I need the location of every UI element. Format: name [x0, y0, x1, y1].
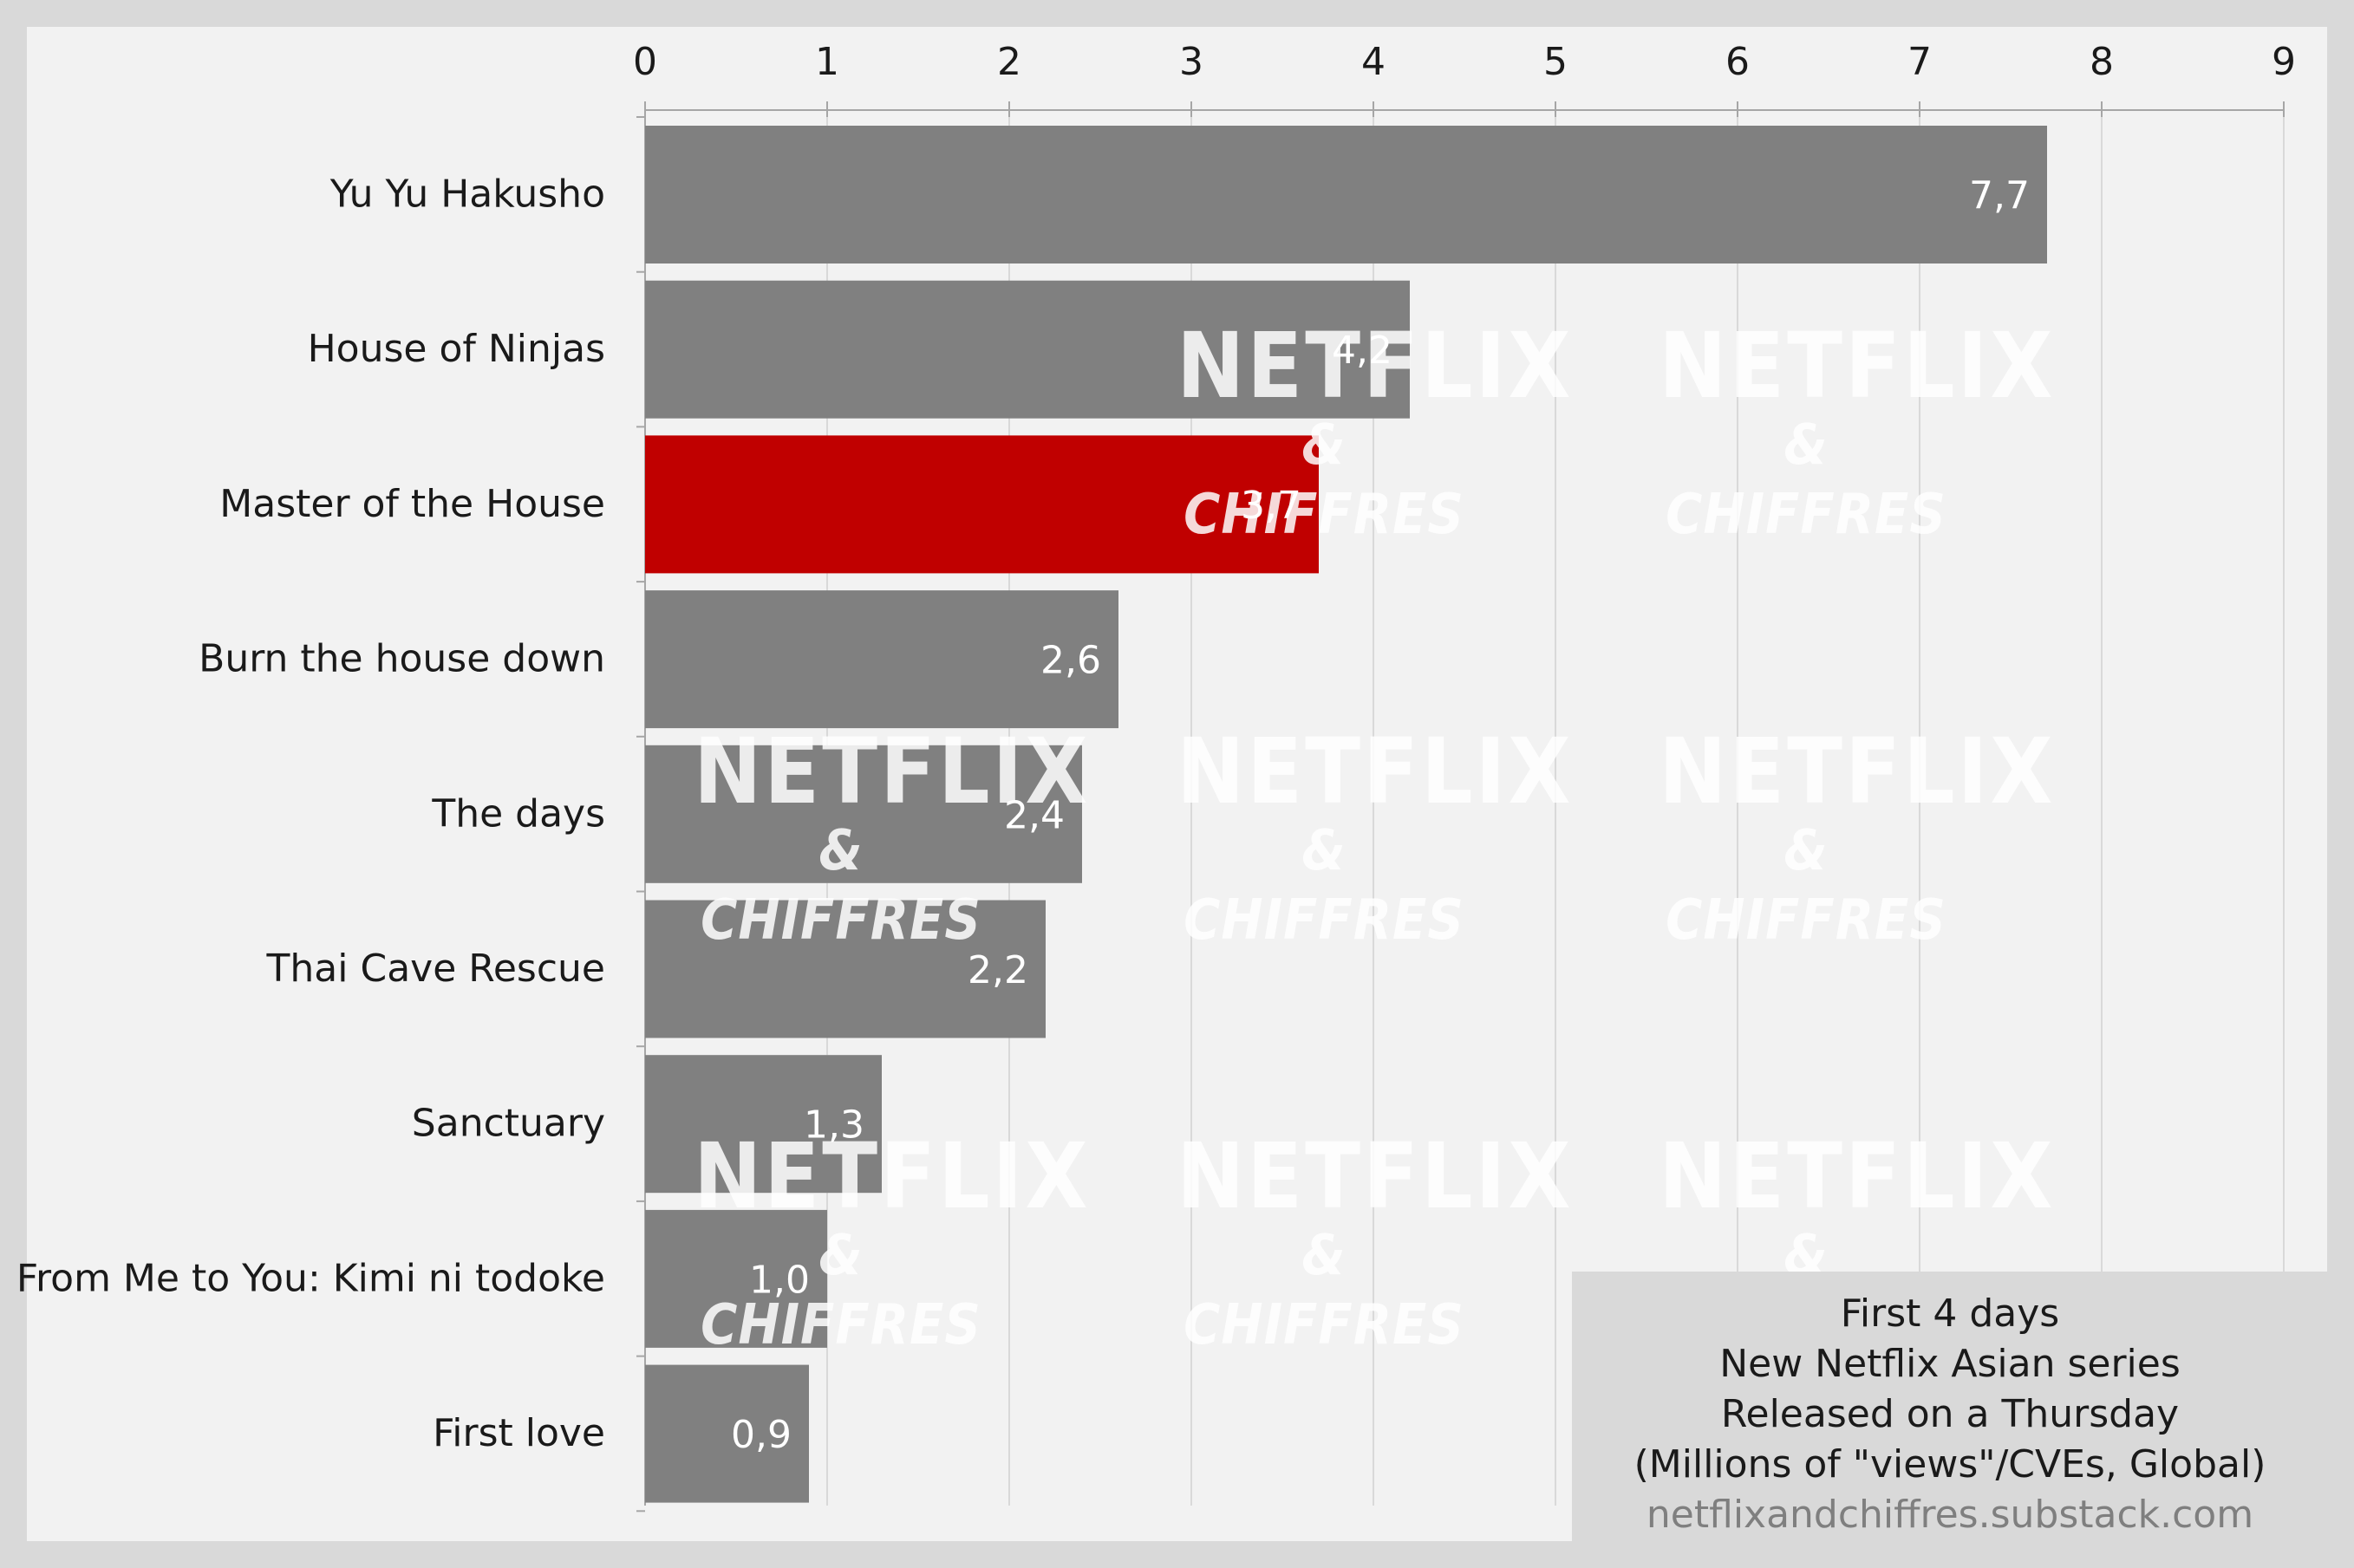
bar	[645, 1209, 827, 1348]
watermark-line-1: NETFLIX	[694, 719, 1091, 824]
watermark-logo: NETFLIX& CHIFFRES	[1659, 313, 2056, 550]
bar-value-label: 1,0	[749, 1258, 810, 1302]
bar	[645, 126, 2047, 264]
bar	[645, 280, 1410, 419]
x-tick-label: 4	[1361, 40, 1386, 84]
watermark-line-1: NETFLIX	[694, 1123, 1091, 1229]
category-label: The days	[431, 791, 605, 836]
bar-value-label: 2,2	[968, 948, 1028, 992]
watermark-line-1: NETFLIX	[1177, 313, 1574, 419]
watermark-line-2: & CHIFFRES	[701, 1224, 981, 1357]
watermark-logo: NETFLIX& CHIFFRES	[1177, 1123, 1574, 1360]
bar-value-label: 3,7	[1241, 484, 1301, 528]
watermark-line-2: & CHIFFRES	[1184, 413, 1464, 547]
info-line-2: New Netflix Asian series	[1719, 1342, 2181, 1386]
bar-value-label: 2,6	[1040, 639, 1101, 683]
bar	[645, 745, 1082, 883]
x-tick-label: 3	[1179, 40, 1203, 84]
category-label: Thai Cave Rescue	[266, 947, 605, 991]
info-line-3: Released on a Thursday	[1720, 1392, 2180, 1436]
watermark-logo: NETFLIX& CHIFFRES	[1177, 313, 1574, 550]
category-label: From Me to You: Kimi ni todoke	[16, 1256, 605, 1300]
watermark-line-2: & CHIFFRES	[1184, 1224, 1464, 1357]
x-tick-label: 8	[2090, 40, 2114, 84]
watermark-logo: NETFLIX& CHIFFRES	[694, 719, 1091, 955]
bar	[645, 590, 1118, 729]
source-link[interactable]: netflixandchiffres.substack.com	[1646, 1493, 2254, 1537]
category-label: Sanctuary	[412, 1102, 605, 1146]
bar-value-label: 1,3	[804, 1103, 864, 1148]
category-label: Master of the House	[219, 482, 605, 526]
watermark-line-1: NETFLIX	[1177, 1123, 1574, 1229]
bar	[645, 1055, 882, 1194]
category-label: Burn the house down	[199, 637, 605, 681]
bar-value-label: 0,9	[731, 1413, 792, 1457]
category-label: First love	[433, 1411, 605, 1455]
watermark-logo: NETFLIX& CHIFFRES	[1177, 719, 1574, 955]
watermark-line-2: & CHIFFRES	[1666, 819, 1946, 953]
x-tick-label: 1	[815, 40, 839, 84]
watermark-line-1: NETFLIX	[1659, 1123, 2056, 1229]
bar-value-label: 2,4	[1004, 793, 1065, 837]
bar	[645, 435, 1319, 574]
bar-value-label: 7,7	[1969, 174, 2030, 218]
watermark-line-1: NETFLIX	[1177, 719, 1574, 824]
category-label: House of Ninjas	[308, 327, 605, 371]
watermark-logo: NETFLIX& CHIFFRES	[1659, 719, 2056, 955]
watermark-line-1: NETFLIX	[1659, 313, 2056, 419]
x-tick-label: 0	[633, 40, 657, 84]
watermark-line-2: & CHIFFRES	[1184, 819, 1464, 953]
x-tick-label: 7	[1907, 40, 1932, 84]
x-tick-label: 5	[1543, 40, 1568, 84]
watermark-line-1: NETFLIX	[1659, 719, 2056, 824]
watermark-line-2: & CHIFFRES	[701, 819, 981, 953]
x-tick-label: 6	[1725, 40, 1750, 84]
watermark-logo: NETFLIX& CHIFFRES	[694, 1123, 1091, 1360]
info-line-1: First 4 days	[1840, 1291, 2060, 1336]
x-tick-label: 9	[2272, 40, 2296, 84]
info-box: First 4 days New Netflix Asian series Re…	[1572, 1272, 2328, 1541]
watermark-line-2: & CHIFFRES	[1666, 413, 1946, 547]
bar-value-label: 4,2	[1332, 329, 1392, 373]
x-tick-label: 2	[997, 40, 1021, 84]
bar	[645, 900, 1046, 1038]
info-line-4: (Millions of "views"/CVEs, Global)	[1633, 1442, 2266, 1487]
bar	[645, 1364, 809, 1503]
category-label: Yu Yu Hakusho	[329, 172, 605, 217]
